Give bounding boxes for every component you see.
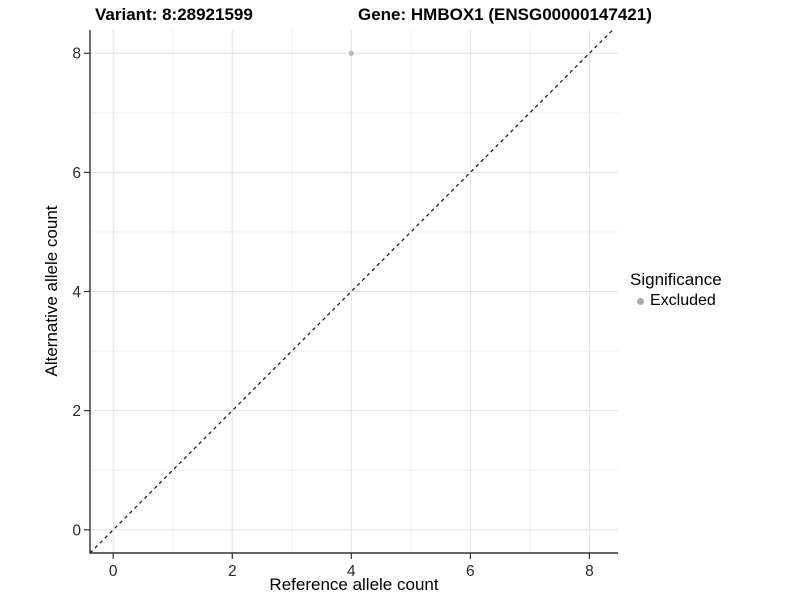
y-tick-label: 2 (72, 403, 81, 420)
y-tick-label: 4 (72, 284, 81, 301)
x-tick-label: 6 (466, 563, 475, 580)
y-tick-label: 6 (72, 165, 81, 182)
y-axis-title: Alternative allele count (42, 205, 61, 377)
x-tick-label: 2 (228, 563, 237, 580)
x-tick-label: 4 (347, 563, 356, 580)
gene-title: Gene: HMBOX1 (ENSG00000147421) (358, 5, 652, 24)
x-tick-label: 0 (109, 563, 118, 580)
identity-reference-line (89, 29, 614, 554)
legend-item-excluded: Excluded (630, 292, 722, 310)
data-point-excluded (348, 50, 354, 56)
excluded-marker-icon (637, 297, 644, 305)
x-tick-label: 8 (585, 563, 594, 580)
y-tick-label: 8 (72, 46, 81, 63)
x-axis-title: Reference allele count (269, 575, 439, 594)
y-tick-label: 0 (72, 522, 81, 539)
legend: Significance Excluded (630, 270, 722, 310)
legend-item-label: Excluded (650, 292, 716, 309)
variant-title: Variant: 8:28921599 (95, 5, 253, 24)
axis-lines (89, 30, 618, 554)
legend-title: Significance (630, 270, 722, 289)
